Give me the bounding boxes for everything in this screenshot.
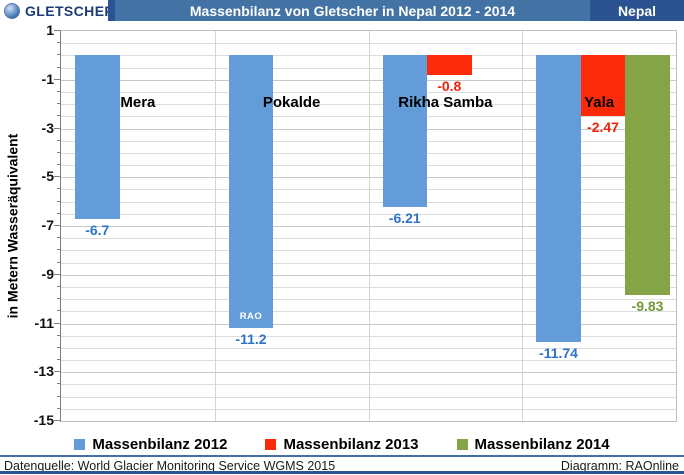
legend: Massenbilanz 2012 Massenbilanz 2013 Massen… xyxy=(0,434,684,454)
legend-swatch-icon xyxy=(74,438,86,450)
globe-icon xyxy=(4,2,20,19)
y-major-tick xyxy=(54,420,60,421)
y-tick-label: -7 xyxy=(41,217,54,233)
y-minor-tick xyxy=(57,90,60,92)
diagram-credit-text: Diagramm: RAOnline xyxy=(560,459,679,473)
y-major-tick xyxy=(54,78,60,80)
y-minor-tick xyxy=(57,212,60,214)
legend-item-2012: Massenbilanz 2012 xyxy=(74,436,227,453)
data-source-text: Datenquelle: World Glacier Monitoring Se… xyxy=(4,459,336,473)
y-axis-tick-marks xyxy=(54,30,60,422)
value-label: -6.7 xyxy=(85,221,110,238)
value-label: -11.74 xyxy=(539,344,578,361)
category-label-pokalde: Pokalde xyxy=(262,94,321,111)
category-label-mera: Mera xyxy=(120,94,156,111)
bar-mera-2012 xyxy=(75,55,120,219)
y-minor-tick xyxy=(57,139,60,141)
header-band: GLETSCHER Massenbilanz von Gletscher in … xyxy=(0,0,684,21)
region-label: Nepal xyxy=(617,2,657,19)
y-tick-label: -15 xyxy=(33,412,54,428)
y-minor-tick xyxy=(57,164,60,166)
logo-text: GLETSCHER xyxy=(25,2,115,19)
y-major-tick xyxy=(54,371,60,373)
y-minor-tick xyxy=(57,359,60,361)
y-minor-tick xyxy=(57,249,60,251)
y-minor-tick xyxy=(57,285,60,287)
legend-item-2014: Massenbilanz 2014 xyxy=(456,435,610,453)
y-major-tick xyxy=(54,273,60,275)
y-major-tick xyxy=(54,127,60,129)
bar-yala-2012 xyxy=(536,55,581,342)
y-minor-tick xyxy=(57,407,60,409)
y-minor-tick xyxy=(57,66,60,68)
y-minor-tick xyxy=(57,395,60,397)
y-minor-tick xyxy=(57,188,60,190)
y-tick-label: 1 xyxy=(46,22,54,38)
category-label-yala: Yala xyxy=(584,94,615,111)
chart-title-band: Massenbilanz von Gletscher in Nepal 2012… xyxy=(115,0,590,21)
category-separator xyxy=(214,31,216,421)
value-label: -9.83 xyxy=(631,297,664,314)
y-minor-tick xyxy=(57,261,60,263)
legend-label: Massenbilanz 2012 xyxy=(92,435,228,453)
y-tick-label: -13 xyxy=(33,363,54,380)
legend-swatch-icon xyxy=(456,438,468,450)
bar-rikha-samba-2012 xyxy=(382,55,427,207)
y-minor-tick xyxy=(57,151,60,153)
y-major-tick xyxy=(54,322,60,324)
category-separator xyxy=(368,31,370,421)
y-tick-label: -3 xyxy=(41,119,54,136)
value-label: -11.2 xyxy=(235,331,267,348)
y-major-tick xyxy=(54,30,60,31)
chart-title: Massenbilanz von Gletscher in Nepal 2012… xyxy=(189,2,516,19)
bar-yala-2013 xyxy=(580,55,626,116)
category-label-rikha-samba: Rikha Samba xyxy=(398,94,493,111)
y-major-tick xyxy=(54,225,60,226)
y-minor-tick xyxy=(57,115,60,117)
logo-box: GLETSCHER xyxy=(0,0,115,21)
y-tick-label: -11 xyxy=(34,314,54,331)
legend-label: Massenbilanz 2013 xyxy=(283,435,419,453)
plot-area: -6.7 RAO -11.2 -6.21 -11.74 -0.8 -2.47 -9.83 Mer… xyxy=(60,30,677,422)
legend-label: Massenbilanz 2014 xyxy=(474,435,610,453)
y-tick-label: -9 xyxy=(41,265,54,282)
bar-pokalde-2012: RAO xyxy=(228,55,274,329)
y-minor-tick xyxy=(57,200,60,202)
footer-bottom-bar xyxy=(0,471,684,474)
y-major-tick xyxy=(54,176,60,178)
y-axis-tick-labels: 1 -1 -3 -5 -7 -9 -11 -13 -15 xyxy=(0,22,54,428)
y-tick-label: -5 xyxy=(41,168,54,185)
value-label: -2.47 xyxy=(587,118,619,135)
legend-swatch-icon xyxy=(265,438,277,450)
header-separator xyxy=(108,0,115,21)
y-tick-label: -1 xyxy=(41,70,54,87)
y-minor-tick xyxy=(57,383,60,385)
legend-item-2013: Massenbilanz 2013 xyxy=(265,435,419,453)
value-label: -0.8 xyxy=(437,77,462,94)
y-minor-tick xyxy=(57,237,60,239)
bar-rikha-samba-2013 xyxy=(427,55,472,75)
y-minor-tick xyxy=(57,103,60,105)
footer: Datenquelle: World Glacier Monitoring Se… xyxy=(0,455,684,475)
y-minor-tick xyxy=(57,54,60,56)
category-separator xyxy=(522,31,524,421)
region-box: Nepal xyxy=(590,0,684,21)
y-minor-tick xyxy=(57,310,60,312)
y-minor-tick xyxy=(57,334,60,336)
y-minor-tick xyxy=(57,42,60,44)
bar-yala-2014 xyxy=(625,55,670,295)
value-label: -6.21 xyxy=(388,209,421,226)
y-minor-tick xyxy=(57,346,60,348)
bar-annotation: RAO xyxy=(239,311,263,323)
y-minor-tick xyxy=(57,298,60,300)
